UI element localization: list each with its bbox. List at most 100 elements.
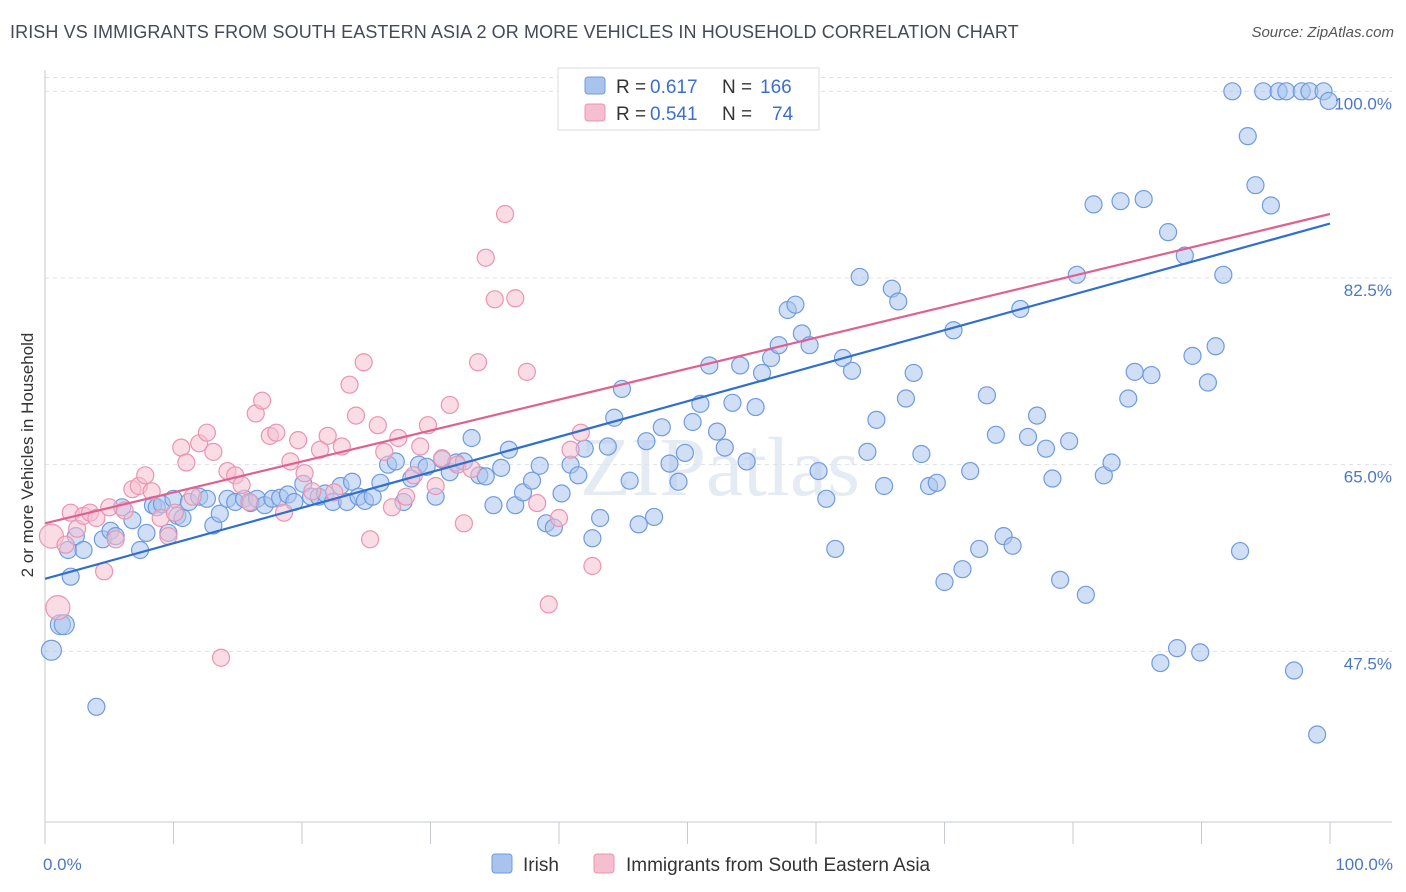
point-irish: [1206, 337, 1225, 356]
point-irish: [1319, 91, 1338, 111]
point-sea: [211, 648, 231, 667]
point-irish: [1111, 192, 1130, 211]
point-sea: [539, 595, 558, 614]
x-tick-label-1: 100.0%: [1335, 855, 1393, 874]
point-irish: [961, 461, 980, 481]
point-sea: [396, 487, 416, 506]
point-irish: [826, 539, 845, 559]
point-sea: [468, 353, 488, 372]
point-sea: [485, 290, 504, 309]
point-sea: [204, 442, 223, 461]
point-irish: [986, 425, 1006, 444]
point-sea: [411, 437, 430, 456]
point-irish: [1018, 427, 1038, 447]
point-irish: [896, 389, 916, 408]
point-sea: [340, 375, 359, 394]
point-sea: [106, 530, 125, 549]
point-irish: [1198, 373, 1218, 392]
point-sea: [232, 475, 251, 495]
series-sea: [38, 82, 614, 667]
point-irish: [137, 523, 156, 543]
point-irish: [970, 539, 989, 559]
point-irish: [746, 397, 765, 417]
point-irish: [786, 295, 805, 314]
point-irish: [1167, 639, 1187, 658]
point-irish: [723, 393, 742, 412]
point-irish: [1191, 643, 1210, 662]
point-sea: [267, 423, 286, 442]
point-irish: [1043, 469, 1062, 488]
point-sea: [495, 204, 515, 224]
point-irish: [1261, 196, 1280, 215]
point-irish: [1102, 453, 1121, 472]
point-irish: [904, 363, 923, 383]
trend-line-sea: [44, 212, 1331, 525]
point-irish: [1060, 432, 1079, 451]
point-sea: [177, 453, 196, 472]
point-irish: [1036, 439, 1056, 458]
point-sea: [183, 487, 202, 506]
bottom-legend: Irish Immigrants from South Eastern Asia: [491, 853, 931, 876]
axes-layer: [44, 70, 1392, 844]
point-irish: [492, 458, 511, 477]
point-sea: [240, 492, 259, 512]
point-irish: [1254, 82, 1273, 101]
legend-swatch-irish: [584, 76, 606, 95]
point-irish: [1230, 541, 1250, 561]
point-irish: [652, 418, 671, 437]
point-irish: [620, 471, 639, 490]
point-irish: [40, 639, 63, 661]
point-irish: [1119, 389, 1138, 408]
series-irish: [40, 82, 1338, 744]
point-sea: [136, 466, 155, 485]
point-irish: [669, 472, 688, 491]
point-irish: [912, 444, 931, 464]
point-sea: [346, 406, 366, 425]
point-sea: [253, 391, 272, 410]
point-sea: [375, 442, 394, 461]
legend-n-label-irish: N =: [722, 77, 752, 98]
point-irish: [591, 508, 610, 528]
bottom-legend-swatch-irish: [491, 853, 513, 874]
point-irish: [476, 467, 495, 486]
point-irish: [707, 422, 727, 441]
point-irish: [953, 560, 972, 579]
point-irish: [1223, 82, 1242, 101]
point-sea: [528, 493, 547, 513]
point-irish: [675, 443, 695, 463]
point-irish: [583, 529, 602, 548]
point-irish: [977, 386, 997, 405]
legend-n-value-irish: 166: [760, 77, 792, 98]
point-irish: [1158, 223, 1178, 242]
point-irish: [644, 507, 664, 527]
point-irish: [1277, 82, 1296, 101]
point-irish: [1076, 585, 1095, 604]
point-irish: [809, 461, 828, 481]
y-tick-label-0: 47.5%: [1344, 654, 1392, 673]
point-irish: [1238, 127, 1257, 146]
point-irish: [842, 361, 862, 380]
point-irish: [858, 442, 877, 461]
point-sea: [454, 514, 474, 533]
point-sea: [303, 482, 322, 501]
point-irish: [660, 454, 679, 473]
point-irish: [522, 471, 542, 490]
point-irish: [1151, 653, 1170, 673]
point-irish: [210, 504, 229, 523]
point-sea: [440, 395, 459, 415]
point-irish: [683, 412, 702, 432]
top-legend: R = 0.617 N = 166 R = 0.541 N = 74: [557, 67, 820, 131]
y-tick-label-2: 82.5%: [1344, 281, 1392, 300]
point-sea: [368, 416, 387, 435]
point-irish: [867, 410, 886, 429]
point-sea: [506, 289, 525, 308]
point-irish: [569, 466, 588, 485]
point-irish: [1027, 406, 1047, 425]
point-sea: [361, 530, 380, 549]
point-irish: [1125, 362, 1144, 381]
point-irish: [889, 292, 908, 311]
x-tick-label-0: 0.0%: [43, 855, 82, 874]
point-irish: [715, 438, 734, 457]
point-irish: [598, 437, 617, 456]
